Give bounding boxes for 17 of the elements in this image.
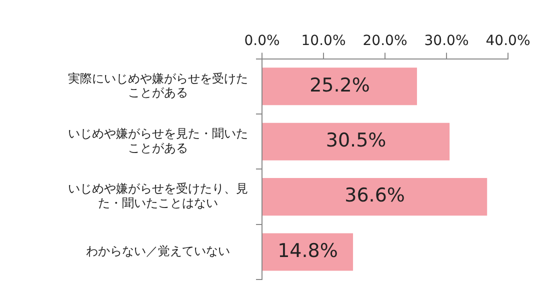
y-tick-label: 実際にいじめや嫌がらせを受けたことがある <box>68 71 248 100</box>
y-tick-label: いじめや嫌がらせを見た・聞いたことがある <box>68 126 248 155</box>
y-tick-label: わからない／覚えていない <box>86 244 230 258</box>
data-label: 25.2% <box>310 74 370 96</box>
x-tick-label: 30.0% <box>424 33 469 50</box>
data-label: 36.6% <box>344 184 405 207</box>
bar <box>262 178 488 216</box>
bar <box>262 68 417 106</box>
x-tick-label: 20.0% <box>362 33 408 50</box>
x-tick-label: 10.0% <box>301 33 346 50</box>
data-label: 30.5% <box>326 130 386 152</box>
x-tick-label: 0.0% <box>244 33 280 50</box>
data-label: 14.8% <box>278 240 338 262</box>
bar <box>262 233 354 271</box>
y-tick-label: いじめや嫌がらせを受けたり、見た・聞いたことはない <box>68 182 248 210</box>
bar <box>262 122 450 160</box>
x-tick-label: 40.0% <box>486 33 530 50</box>
